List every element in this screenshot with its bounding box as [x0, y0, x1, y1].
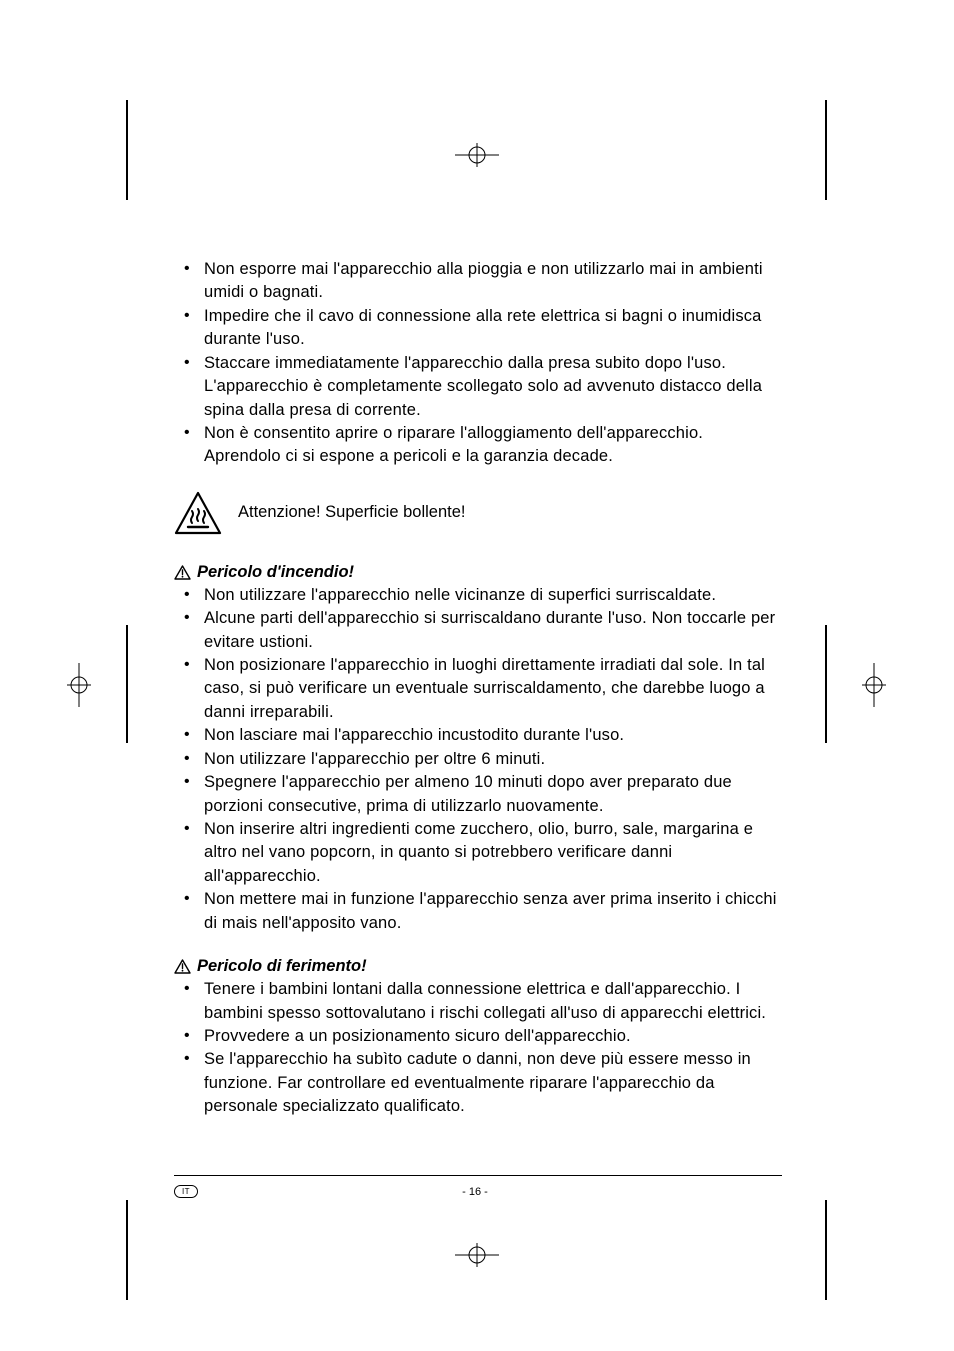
footer-divider [174, 1175, 782, 1176]
list-item: Staccare immediatamente l'apparecchio da… [174, 352, 782, 422]
list-item: Tenere i bambini lontani dalla connessio… [174, 978, 782, 1025]
hot-surface-text: Attenzione! Superficie bollente! [238, 501, 465, 524]
crop-mark [825, 100, 827, 200]
warning-triangle-icon [174, 565, 191, 580]
heading-text: Pericolo di ferimento! [197, 957, 367, 976]
registration-mark-icon [67, 663, 91, 707]
heading-text: Pericolo d'incendio! [197, 563, 354, 582]
hot-surface-warning: Attenzione! Superficie bollente! [174, 491, 782, 535]
crop-mark [126, 100, 128, 200]
list-item: Non esporre mai l'apparecchio alla piogg… [174, 258, 782, 305]
page-content: Non esporre mai l'apparecchio alla piogg… [174, 258, 782, 1119]
injury-hazard-list: Tenere i bambini lontani dalla connessio… [174, 978, 782, 1119]
hot-surface-icon [174, 491, 222, 535]
list-item: Non è consentito aprire o riparare l'all… [174, 422, 782, 469]
crop-mark [126, 1200, 128, 1300]
list-item: Non utilizzare l'apparecchio per oltre 6… [174, 748, 782, 771]
crop-mark [126, 625, 128, 743]
registration-mark-icon [862, 663, 886, 707]
list-item: Non utilizzare l'apparecchio nelle vicin… [174, 584, 782, 607]
registration-mark-icon [455, 1243, 499, 1267]
section-heading-fire: Pericolo d'incendio! [174, 563, 782, 582]
list-item: Non inserire altri ingredienti come zucc… [174, 818, 782, 888]
crop-mark [825, 1200, 827, 1300]
page-number: - 16 - [168, 1186, 782, 1198]
crop-mark [825, 625, 827, 743]
list-item: Non posizionare l'apparecchio in luoghi … [174, 654, 782, 724]
list-item: Non lasciare mai l'apparecchio incustodi… [174, 724, 782, 747]
intro-list: Non esporre mai l'apparecchio alla piogg… [174, 258, 782, 469]
warning-triangle-icon [174, 959, 191, 974]
list-item: Provvedere a un posizionamento sicuro de… [174, 1025, 782, 1048]
list-item: Spegnere l'apparecchio per almeno 10 min… [174, 771, 782, 818]
page-footer: IT - 16 - [174, 1185, 782, 1198]
list-item: Impedire che il cavo di connessione alla… [174, 305, 782, 352]
list-item: Se l'apparecchio ha subìto cadute o dann… [174, 1048, 782, 1118]
registration-mark-icon [455, 143, 499, 167]
section-heading-injury: Pericolo di ferimento! [174, 957, 782, 976]
fire-hazard-list: Non utilizzare l'apparecchio nelle vicin… [174, 584, 782, 935]
list-item: Non mettere mai in funzione l'apparecchi… [174, 888, 782, 935]
list-item: Alcune parti dell'apparecchio si surrisc… [174, 607, 782, 654]
